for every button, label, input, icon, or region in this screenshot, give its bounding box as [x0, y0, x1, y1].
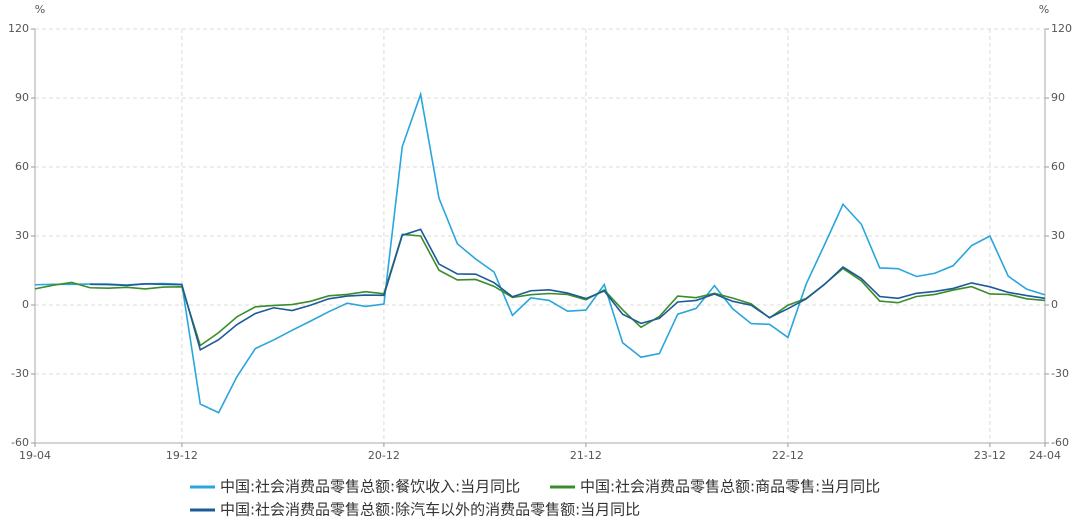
y-tick-label: 120	[8, 22, 29, 35]
y-tick-label: -60	[11, 436, 29, 449]
y-tick-label: 30	[15, 229, 29, 242]
legend-label: 中国:社会消费品零售总额:餐饮收入:当月同比	[220, 478, 520, 496]
x-tick-label: 19-04	[19, 449, 51, 462]
y-tick-label: -30	[11, 367, 29, 380]
y2-tick-label: 30	[1051, 229, 1065, 242]
legend-label: 中国:社会消费品零售总额:除汽车以外的消费品零售额:当月同比	[220, 501, 640, 519]
x-tick-label: 24-04	[1029, 449, 1061, 462]
series-line	[90, 228, 1046, 352]
y-unit: %	[35, 3, 45, 16]
y2-tick-label: -60	[1051, 436, 1069, 449]
x-tick-label: 21-12	[570, 449, 602, 462]
y-tick-label: 90	[15, 91, 29, 104]
y-tick-label: 0	[22, 298, 29, 311]
y2-unit: %	[1039, 3, 1049, 16]
y2-tick-label: 0	[1051, 298, 1058, 311]
y-tick-label: 60	[15, 160, 29, 173]
y2-tick-label: -30	[1051, 367, 1069, 380]
y2-tick-label: 60	[1051, 160, 1065, 173]
series-line	[34, 233, 1046, 347]
x-tick-label: 22-12	[772, 449, 804, 462]
x-tick-label: 20-12	[368, 449, 400, 462]
y2-tick-label: 120	[1051, 22, 1072, 35]
x-tick-label: 23-12	[974, 449, 1006, 462]
x-tick-label: 19-12	[166, 449, 198, 462]
y2-tick-label: 90	[1051, 91, 1065, 104]
series-line	[34, 91, 1046, 414]
legend-label: 中国:社会消费品零售总额:商品零售:当月同比	[580, 478, 880, 496]
